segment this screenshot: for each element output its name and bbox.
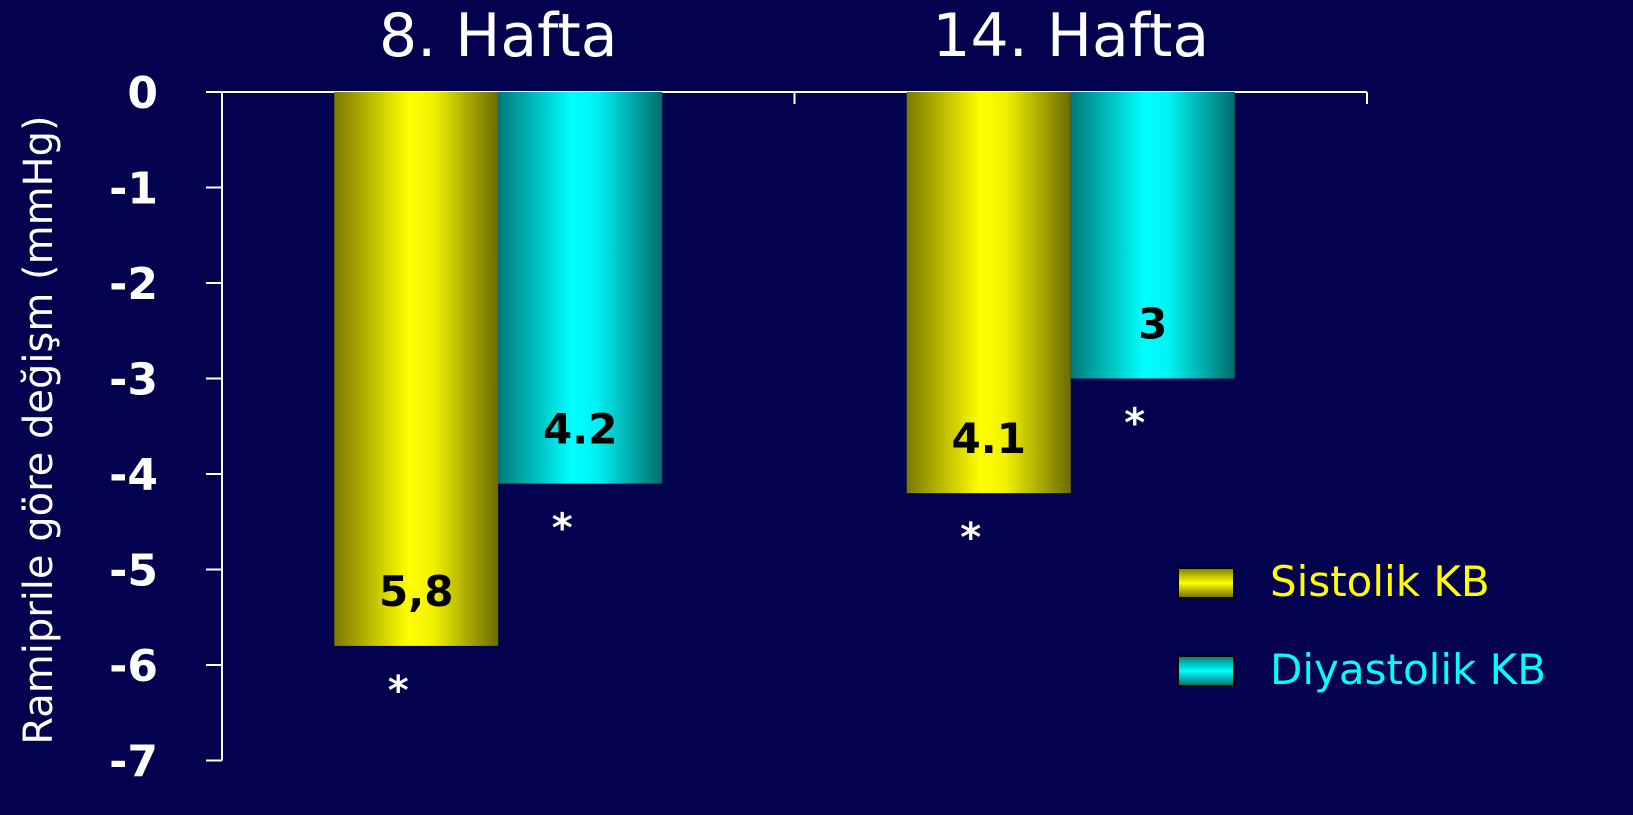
significance-star-1-1: * — [1124, 401, 1145, 447]
legend-swatch-1 — [1177, 655, 1235, 687]
category-title-0: 8. Hafta — [379, 1, 618, 71]
y-tick-label-1: -1 — [109, 164, 158, 215]
y-tick-label-5: -5 — [109, 546, 158, 597]
legend-swatch-0 — [1177, 567, 1235, 599]
data-label-0-0: 5,8 — [379, 567, 453, 616]
legend-label-0: Sistolik KB — [1270, 557, 1490, 606]
significance-star-0-0: * — [388, 668, 409, 714]
significance-star-1-0: * — [552, 506, 573, 552]
legend-label-1: Diyastolik KB — [1270, 645, 1546, 694]
y-tick-label-7: -7 — [109, 737, 158, 788]
y-axis-label: Ramiprile göre değişm (mmHg) — [16, 115, 62, 744]
bar-1-0 — [498, 92, 663, 484]
bar-0-0 — [334, 92, 499, 646]
data-label-1-1: 3 — [1138, 300, 1167, 349]
y-tick-label-6: -6 — [109, 641, 158, 692]
labels: 0 -1 -2 -3 -4 -5 -6 -7 8. Hafta 14. Hafta 5,8 * 4.2 *… — [109, 1, 1209, 788]
data-label-1-0: 4.2 — [543, 405, 617, 454]
y-tick-label-0: 0 — [127, 68, 158, 119]
data-label-0-1: 4.1 — [952, 414, 1026, 463]
y-tick-label-4: -4 — [109, 450, 158, 501]
bar-0-1 — [906, 92, 1071, 494]
bar-1-1 — [1070, 92, 1235, 379]
y-tick-label-3: -3 — [109, 355, 158, 406]
y-tick-label-2: -2 — [109, 259, 158, 310]
significance-star-0-1: * — [960, 515, 981, 561]
legend: Sistolik KB Diyastolik KB — [1177, 557, 1546, 694]
category-title-1: 14. Hafta — [932, 1, 1209, 71]
bars — [334, 92, 1235, 646]
